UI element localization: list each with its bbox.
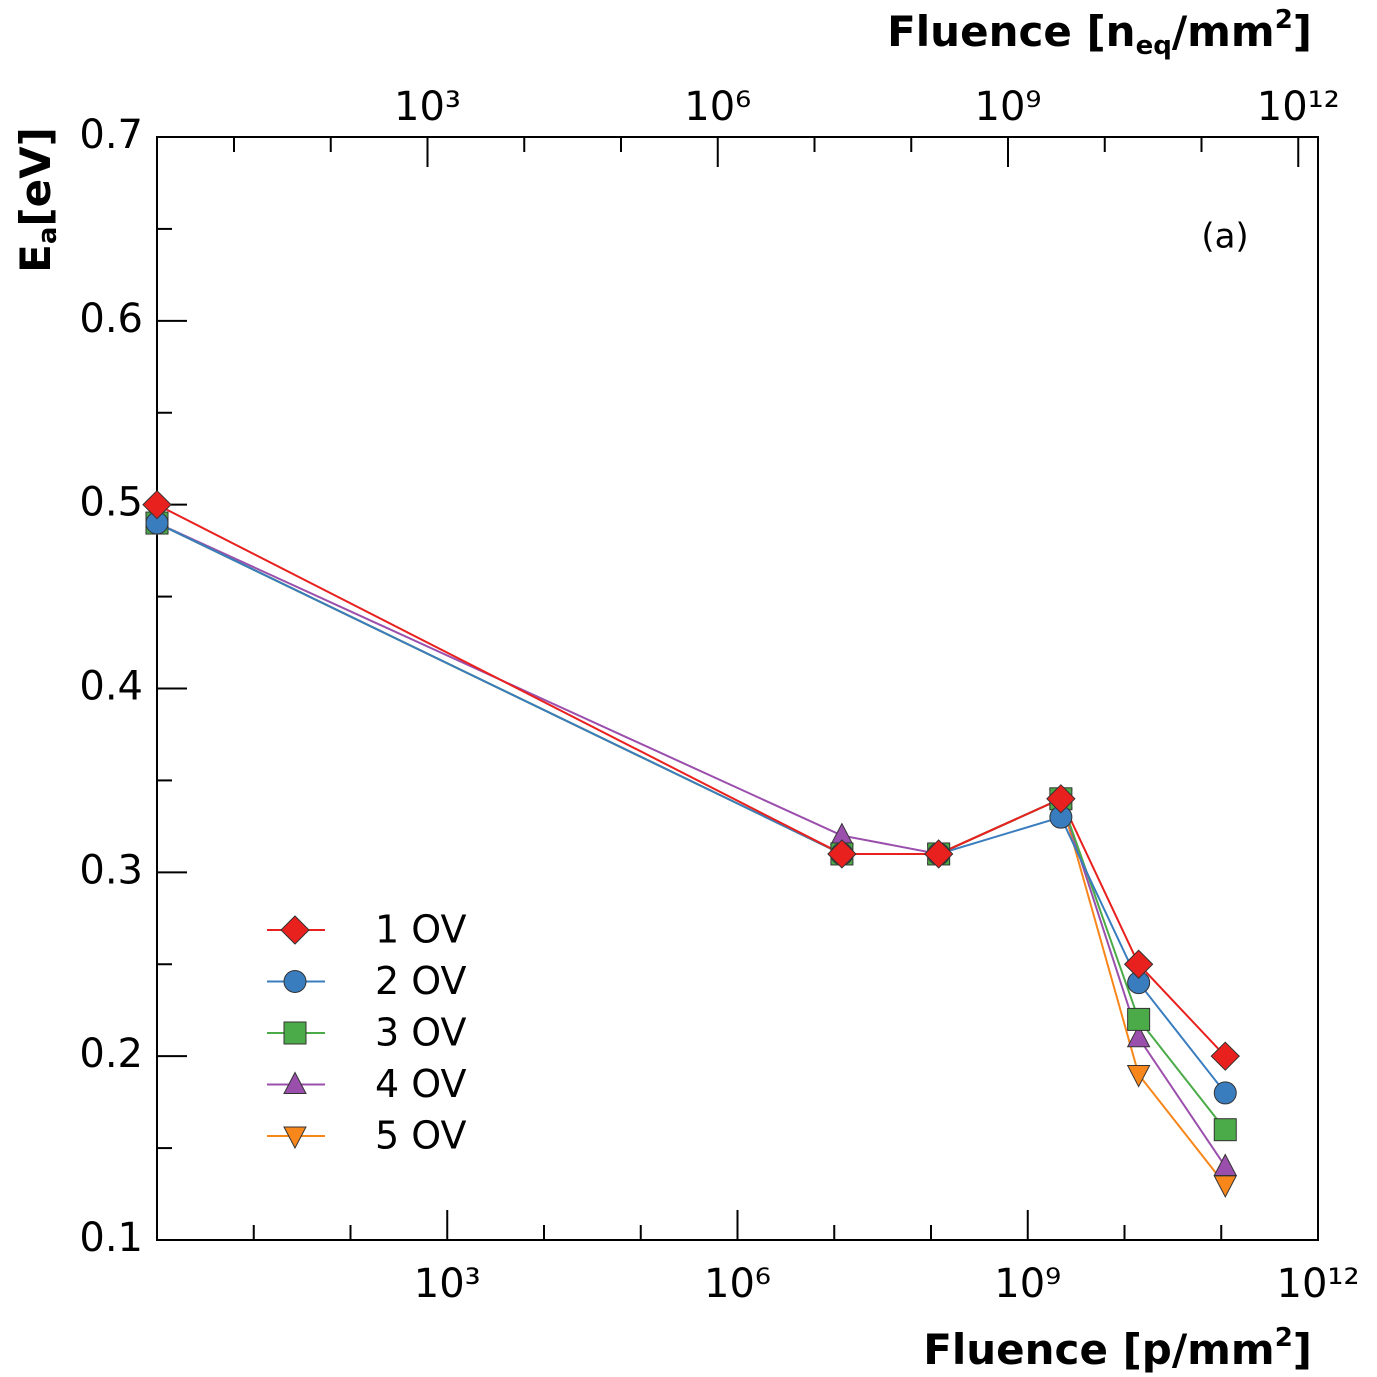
y-axis-title: Ea[eV]: [11, 127, 63, 273]
y-tick-label: 0.7: [79, 112, 143, 158]
legend-label: 3 OV: [375, 1011, 467, 1055]
y-tick-label: 0.3: [79, 847, 143, 893]
marker: [1213, 1175, 1238, 1198]
marker: [1126, 1065, 1151, 1088]
marker: [1046, 784, 1076, 814]
legend-label: 4 OV: [375, 1062, 467, 1106]
legend-label: 2 OV: [375, 959, 467, 1003]
x2-tick-label: 10⁶: [684, 84, 751, 130]
y-tick-label: 0.5: [79, 480, 143, 526]
legend-marker: [280, 915, 310, 945]
legend-marker: [283, 1021, 307, 1045]
marker: [827, 839, 857, 869]
marker: [1123, 949, 1154, 979]
marker: [1213, 1081, 1237, 1105]
legend-marker: [283, 1071, 307, 1094]
x2-tick-label: 10⁹: [975, 84, 1042, 130]
y-tick-label: 0.6: [79, 296, 143, 342]
y-tick-label: 0.2: [79, 1031, 143, 1077]
x-tick-label: 10³: [414, 1261, 481, 1307]
legend-label: 1 OV: [375, 908, 467, 952]
y-tick-label: 0.4: [79, 664, 143, 710]
series-line: [156, 522, 1227, 1094]
marker: [1127, 1007, 1151, 1031]
series-line: [156, 503, 1226, 1057]
series-line: [156, 522, 1227, 1186]
x2-tick-label: 10³: [394, 84, 461, 130]
marker: [923, 839, 954, 869]
legend-marker: [283, 970, 307, 993]
legend-marker: [283, 1126, 307, 1150]
legend-label: 5 OV: [375, 1114, 467, 1158]
annotation: (a): [1201, 217, 1248, 257]
marker: [1126, 1024, 1151, 1048]
x-axis-title: Fluence [p/mm2]: [923, 1323, 1312, 1374]
x-tick-label: 10⁹: [994, 1261, 1061, 1307]
marker: [142, 489, 172, 520]
marker: [1213, 1153, 1238, 1176]
x2-axis-title: Fluence [neq/mm2]: [887, 5, 1312, 61]
x-tick-label: 10¹²: [1277, 1261, 1360, 1307]
y-tick-label: 0.1: [79, 1215, 143, 1261]
marker: [1213, 1118, 1237, 1142]
series-line: [156, 522, 1227, 1168]
x2-tick-label: 10¹²: [1257, 84, 1340, 130]
marker: [1210, 1041, 1240, 1071]
x-tick-label: 10⁶: [704, 1261, 771, 1307]
